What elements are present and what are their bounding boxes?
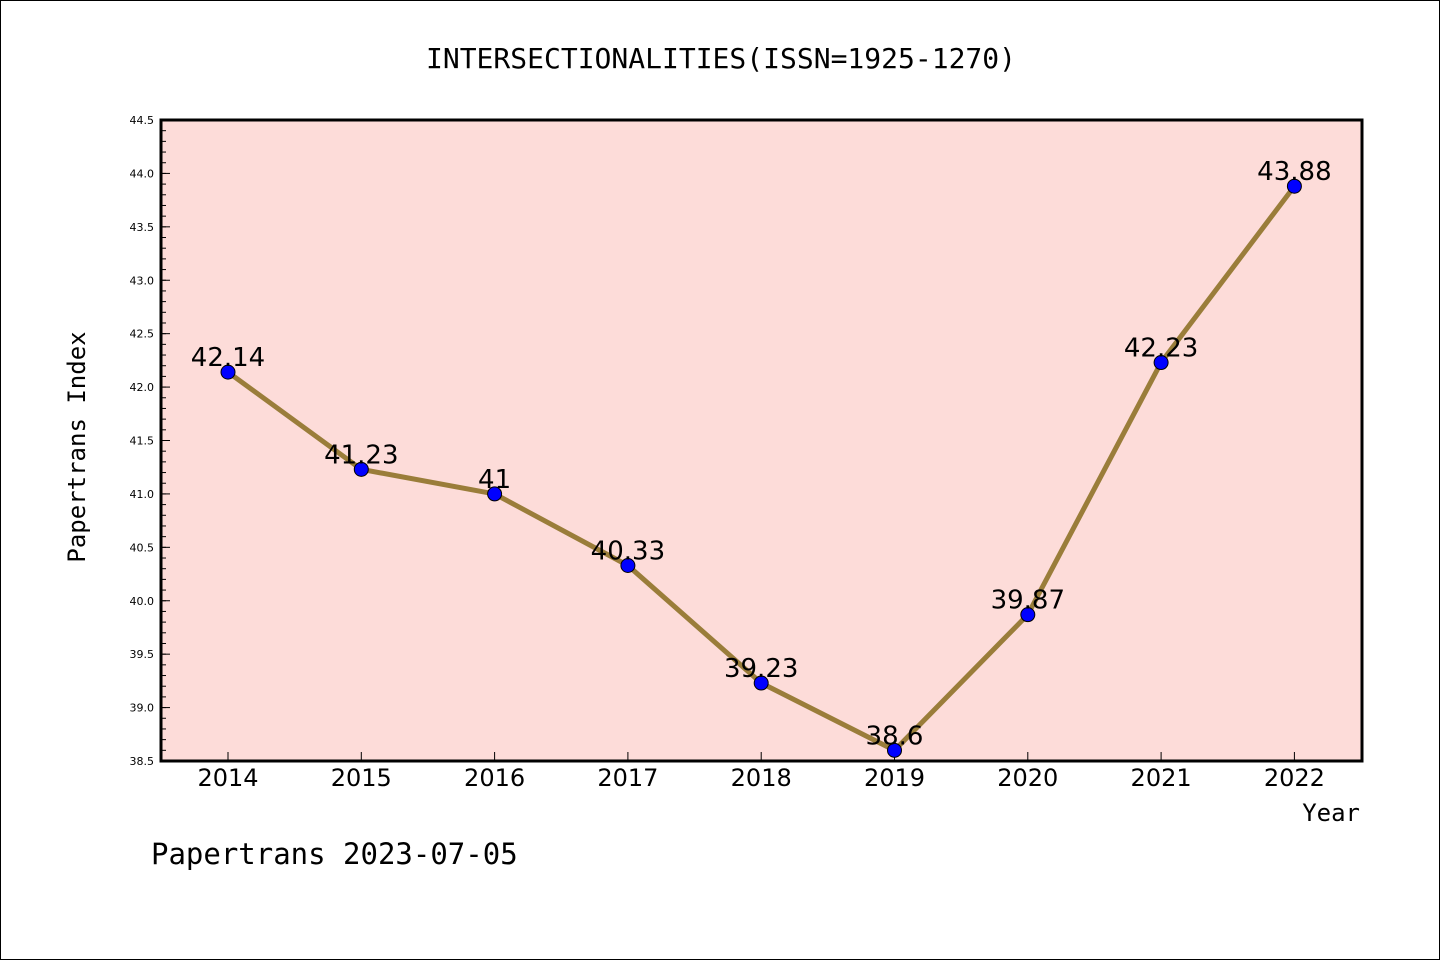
y-tick-label: 42.5 — [130, 328, 155, 341]
data-point — [1286, 178, 1302, 194]
y-tick-label: 40.0 — [130, 595, 155, 608]
data-label: 41 — [478, 465, 511, 495]
data-label: 41.23 — [324, 440, 398, 470]
data-point — [620, 557, 636, 573]
x-tick-label: 2016 — [464, 764, 525, 792]
data-point — [753, 675, 769, 691]
x-axis: 2014 2015 2016 2017 2018 2019 2020 2021 2022 — [197, 752, 1325, 792]
y-axis: 38.5 39.0 39.5 40.0 40.5 41.0 41.5 42.0 42.5 43.0… — [130, 114, 170, 768]
data-series — [220, 178, 1302, 758]
x-tick-label: 2021 — [1131, 764, 1192, 792]
data-label: 39.23 — [724, 654, 798, 684]
y-tick-label: 41.0 — [130, 488, 155, 501]
data-point — [220, 364, 236, 380]
chart-title: INTERSECTIONALITIES(ISSN=1925-1270) — [426, 42, 1016, 75]
plot-area — [159, 118, 1364, 763]
data-label: 39.87 — [991, 586, 1065, 616]
footer-text: Papertrans 2023-07-05 — [151, 837, 518, 871]
data-point — [887, 742, 902, 758]
y-tick-label: 39.0 — [130, 702, 155, 715]
data-label: 38.6 — [866, 721, 924, 751]
data-point — [353, 461, 369, 477]
x-tick-label: 2019 — [864, 764, 925, 792]
y-tick-label: 39.5 — [130, 648, 155, 661]
data-point — [1020, 607, 1036, 623]
x-tick-label: 2014 — [197, 764, 258, 792]
data-label: 40.33 — [591, 536, 665, 566]
y-tick-label: 40.5 — [130, 541, 155, 554]
y-tick-label: 38.5 — [130, 755, 155, 768]
data-label: 42.14 — [191, 343, 265, 373]
x-axis-title: Year — [1302, 799, 1360, 827]
data-point — [1153, 355, 1169, 371]
x-tick-label: 2017 — [597, 764, 658, 792]
x-tick-label: 2022 — [1264, 764, 1325, 792]
x-tick-label: 2020 — [997, 764, 1058, 792]
x-tick-label: 2018 — [731, 764, 792, 792]
data-point — [487, 486, 503, 502]
data-labels: 42.14 41.23 41 40.33 39.23 38.6 39.87 42.23 43.8… — [191, 157, 1332, 751]
y-tick-label: 44.5 — [130, 114, 155, 127]
y-tick-label: 42.0 — [130, 381, 155, 394]
y-axis-title: Papertrans Index — [63, 331, 91, 562]
y-tick-label: 43.5 — [130, 221, 155, 234]
y-tick-label: 44.0 — [130, 167, 155, 180]
data-label: 42.23 — [1124, 334, 1198, 364]
y-tick-label: 43.0 — [130, 274, 155, 287]
x-tick-label: 2015 — [331, 764, 392, 792]
data-label: 43.88 — [1257, 157, 1331, 187]
y-tick-label: 41.5 — [130, 435, 155, 448]
